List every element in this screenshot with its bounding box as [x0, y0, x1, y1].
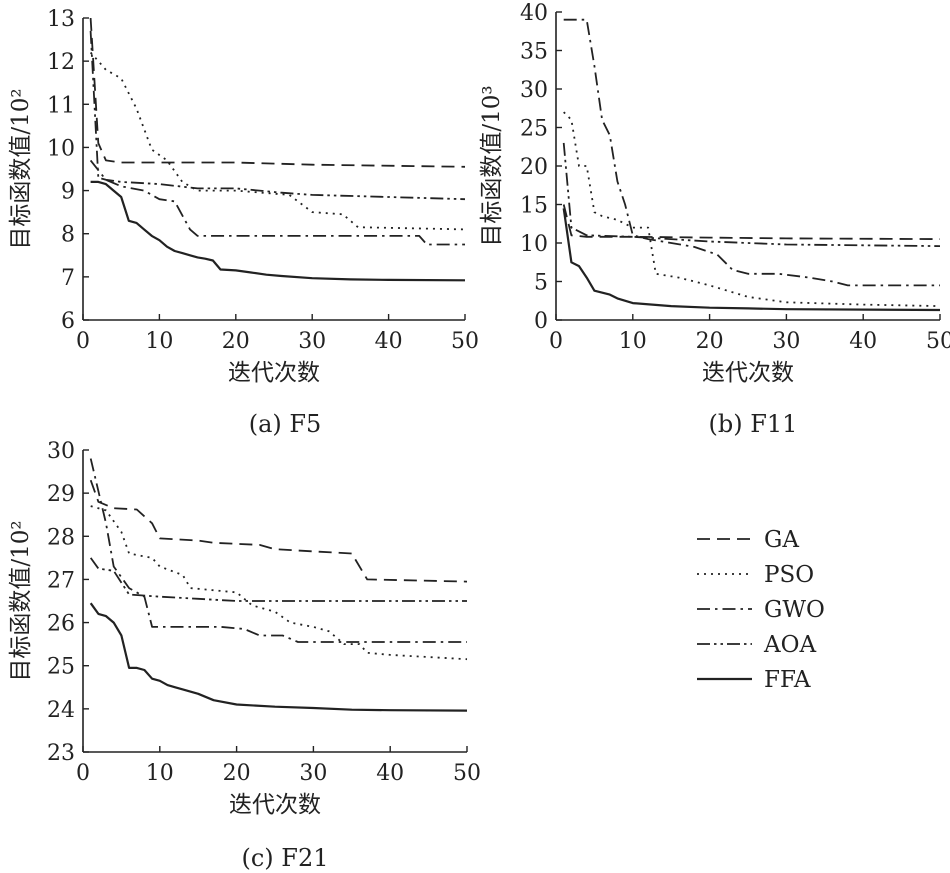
- y-tick-label: 5: [534, 271, 548, 296]
- series-line-ffa-f5: [90, 180, 466, 282]
- y-tick-label: 40: [520, 1, 548, 26]
- x-tick-label: 0: [549, 329, 563, 354]
- legend-entry-pso: PSO: [697, 562, 814, 588]
- legend-entry-ga: GA: [697, 527, 799, 553]
- series-line-gwo-f11: [563, 18, 940, 287]
- series-line-aoa-f21: [89, 557, 467, 602]
- chart-panel-f5: 6 7 8 9 10 11 12 13 0 10 20 30 40 50 迭代次数 目标函数值/10² (a) …: [8, 7, 479, 438]
- x-tick-label: 40: [375, 329, 403, 354]
- series-line-aoa-f5: [89, 30, 466, 201]
- legend-label-ffa: FFA: [764, 667, 811, 693]
- legend-label-aoa: AOA: [763, 632, 816, 658]
- series-line-ffa-f11: [562, 208, 941, 312]
- x-tick-label: 20: [696, 329, 724, 354]
- legend-label-pso: PSO: [764, 562, 814, 588]
- y-tick-label: 23: [47, 741, 75, 766]
- series-line-aoa-f11: [562, 142, 941, 247]
- y-tick-label: 25: [520, 117, 548, 142]
- series-line-gwo-f21: [89, 458, 467, 643]
- y-tick-label: 35: [520, 40, 548, 65]
- y-tick-label: 30: [47, 439, 75, 464]
- series-line-ffa-f21: [89, 602, 468, 712]
- y-tick-label: 29: [47, 482, 75, 507]
- legend-entry-gwo: GWO: [697, 597, 825, 623]
- y-tick-label: 7: [61, 266, 75, 291]
- y-tick-label: 11: [47, 93, 75, 118]
- y-tick-label: 8: [61, 223, 75, 248]
- series-line-pso-f21: [90, 505, 468, 661]
- y-tick-label: 28: [47, 525, 75, 550]
- legend-entry-aoa: AOA: [697, 632, 816, 658]
- series-line-ga-f21: [89, 479, 468, 583]
- y-tick-label: 24: [47, 698, 75, 723]
- legend-label-ga: GA: [764, 527, 799, 553]
- y-tick-label: 10: [520, 232, 548, 257]
- x-axis-label: 迭代次数: [702, 360, 794, 386]
- x-tick-label: 10: [619, 329, 647, 354]
- chart-caption-f11: (b) F11: [709, 410, 798, 438]
- y-tick-label: 20: [520, 155, 548, 180]
- x-tick-label: 20: [222, 329, 250, 354]
- series-line-ga-f11: [562, 204, 941, 240]
- x-tick-label: 30: [772, 329, 800, 354]
- x-axis-label: 迭代次数: [229, 792, 321, 818]
- y-tick-label: 10: [47, 136, 75, 161]
- y-tick-label: 6: [61, 309, 75, 334]
- legend: GA PSO GWO AOA FFA: [697, 527, 825, 693]
- y-tick-label: 27: [47, 568, 75, 593]
- x-tick-label: 30: [298, 329, 326, 354]
- y-tick-label: 0: [534, 309, 548, 334]
- chart-caption-f5: (a) F5: [249, 410, 322, 438]
- series-line-gwo-f5: [89, 159, 465, 246]
- x-tick-label: 50: [451, 329, 479, 354]
- y-axis-label: 目标函数值/10³: [479, 85, 505, 246]
- series-line-pso-f5: [89, 51, 466, 231]
- legend-entry-ffa: FFA: [697, 667, 811, 693]
- chart-caption-f21: (c) F21: [242, 844, 329, 872]
- x-axis-label: 迭代次数: [228, 360, 320, 386]
- chart-panel-f11: 0 5 10 15 20 25 30 35 40 0 10 20 30 40 50 迭代次数 目标函数值/10³…: [479, 1, 950, 438]
- x-tick-label: 40: [849, 329, 877, 354]
- x-tick-label: 20: [223, 761, 251, 786]
- x-tick-label: 0: [76, 761, 90, 786]
- y-axis-label: 目标函数值/10²: [8, 88, 34, 249]
- y-tick-label: 30: [520, 78, 548, 103]
- x-tick-label: 50: [926, 329, 950, 354]
- y-tick-label: 12: [47, 50, 75, 75]
- y-tick-label: 26: [47, 612, 75, 637]
- legend-label-gwo: GWO: [764, 597, 825, 623]
- y-tick-label: 15: [520, 194, 548, 219]
- x-tick-label: 0: [76, 329, 90, 354]
- series-line-ga-f5: [89, 17, 466, 168]
- y-tick-label: 13: [47, 7, 75, 32]
- x-tick-label: 10: [145, 329, 173, 354]
- x-tick-label: 10: [146, 761, 174, 786]
- y-tick-label: 9: [61, 180, 75, 205]
- series-line-pso-f11: [563, 111, 941, 307]
- x-tick-label: 30: [299, 761, 327, 786]
- x-tick-label: 40: [376, 761, 404, 786]
- x-tick-label: 50: [453, 761, 481, 786]
- y-axis-label: 目标函数值/10²: [8, 520, 34, 681]
- chart-panel-f21: 23 24 25 26 27 28 29 30 0 10 20 30 40 50 迭代次数 目标函数值/10²…: [8, 439, 481, 872]
- y-tick-label: 25: [47, 655, 75, 680]
